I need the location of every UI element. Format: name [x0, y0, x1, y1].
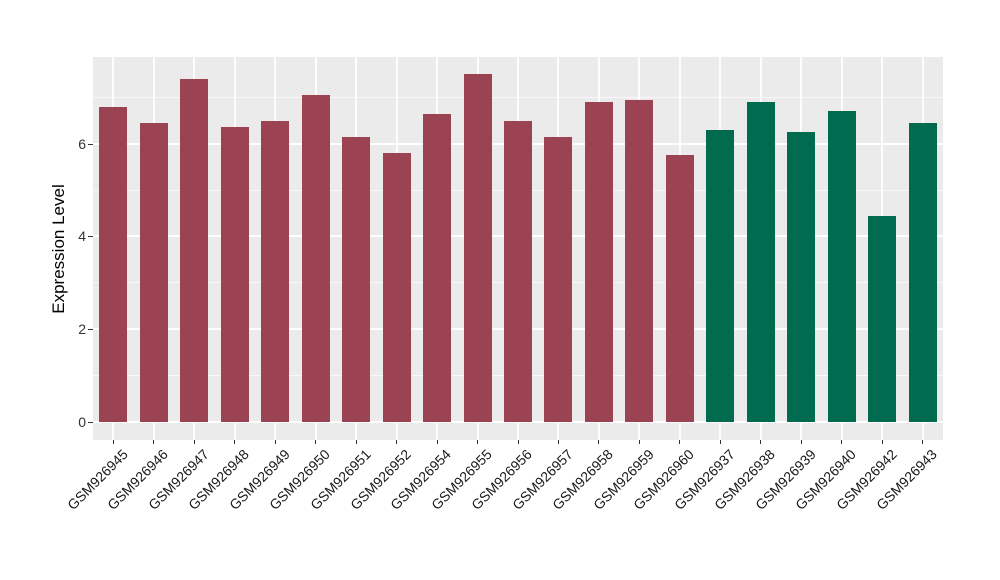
x-tick-mark	[234, 440, 236, 444]
bar	[99, 106, 128, 422]
bar	[787, 132, 816, 422]
x-tick-mark	[557, 440, 559, 444]
bar	[706, 129, 735, 422]
y-tick-label: 6	[78, 135, 86, 152]
x-tick-mark	[153, 440, 155, 444]
x-tick-mark	[477, 440, 479, 444]
bar	[342, 136, 371, 422]
bar	[504, 120, 532, 422]
y-tick-label: 0	[78, 413, 86, 430]
plot-panel	[93, 57, 943, 440]
x-tick-mark	[436, 440, 438, 444]
x-tick-mark	[841, 440, 843, 444]
bar	[827, 111, 856, 422]
x-tick-mark	[800, 440, 802, 444]
bar	[463, 74, 492, 422]
bar	[139, 122, 168, 422]
x-tick-mark	[922, 440, 924, 444]
y-tick-mark	[88, 143, 93, 145]
bar	[220, 127, 249, 422]
y-axis-title: Expression Level	[49, 184, 68, 314]
bar	[868, 215, 897, 422]
bar	[665, 155, 694, 422]
x-tick-mark	[598, 440, 600, 444]
y-tick-label: 2	[78, 321, 86, 338]
x-tick-mark	[315, 440, 317, 444]
y-tick-mark	[88, 236, 93, 238]
bar	[625, 99, 654, 422]
bar	[423, 113, 452, 422]
bar	[584, 101, 613, 422]
x-tick-mark	[193, 440, 195, 444]
x-tick-mark	[396, 440, 398, 444]
x-tick-mark	[638, 440, 640, 444]
bar	[746, 101, 775, 422]
bar	[544, 136, 573, 422]
x-tick-mark	[881, 440, 883, 444]
y-tick-mark	[88, 329, 93, 331]
y-tick-mark	[88, 421, 93, 423]
bar	[301, 95, 330, 422]
x-tick-mark	[274, 440, 276, 444]
x-tick-mark	[355, 440, 357, 444]
y-tick-label: 4	[78, 228, 86, 245]
x-tick-mark	[517, 440, 519, 444]
x-tick-mark	[679, 440, 681, 444]
bar	[261, 120, 290, 422]
bar	[908, 122, 937, 422]
x-tick-mark	[760, 440, 762, 444]
x-tick-mark	[719, 440, 721, 444]
bar	[382, 152, 411, 422]
bar	[180, 78, 209, 422]
x-tick-mark	[112, 440, 114, 444]
